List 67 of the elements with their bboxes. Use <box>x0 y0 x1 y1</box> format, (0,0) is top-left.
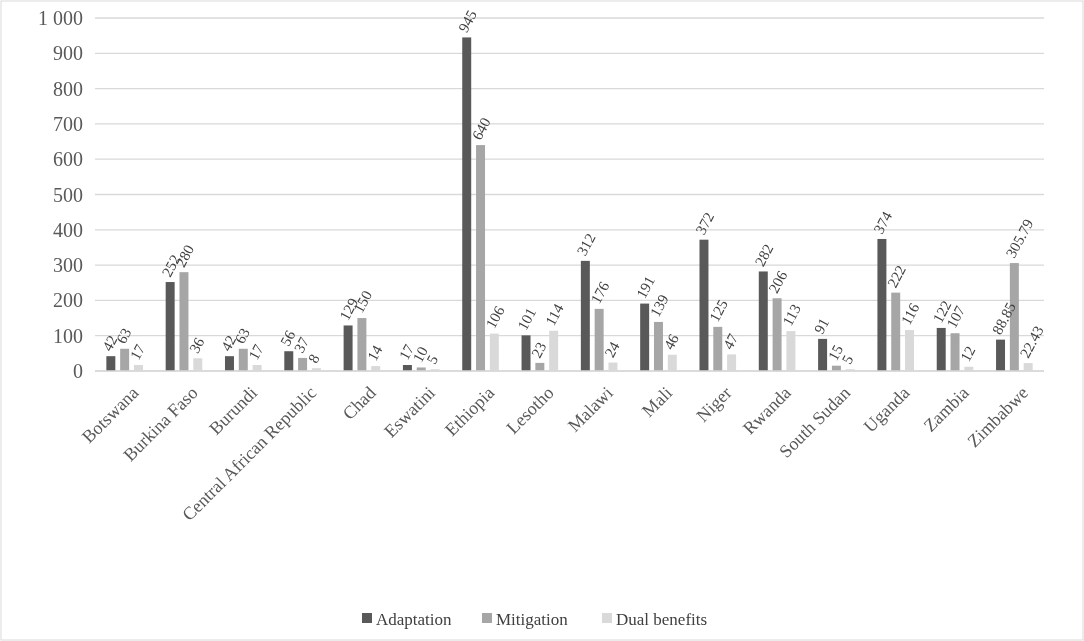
y-tick-label: 600 <box>53 148 83 171</box>
bar <box>284 351 294 371</box>
data-label: 17 <box>126 341 149 363</box>
bar <box>343 325 353 371</box>
bar <box>713 326 723 371</box>
y-tick-label: 700 <box>53 112 83 135</box>
bar <box>462 37 472 371</box>
bar <box>580 260 590 371</box>
legend-label: Adaptation <box>376 609 453 629</box>
data-label: 312 <box>573 230 599 259</box>
y-tick-label: 400 <box>53 218 83 241</box>
data-label: 372 <box>692 209 718 238</box>
y-tick-label: 0 <box>73 360 83 382</box>
data-label: 17 <box>245 341 268 363</box>
bar <box>758 271 768 371</box>
data-label: 374 <box>870 208 896 237</box>
data-label: 46 <box>660 330 683 353</box>
bar <box>238 348 248 371</box>
data-label: 206 <box>765 267 791 296</box>
bar <box>594 308 604 371</box>
bar <box>653 321 663 371</box>
data-label: 91 <box>811 315 833 337</box>
data-label: 945 <box>455 7 480 35</box>
y-tick-label: 300 <box>53 254 83 277</box>
data-label: 8 <box>304 351 323 366</box>
bar <box>950 333 960 371</box>
bar <box>165 282 175 371</box>
data-label: 101 <box>514 305 540 333</box>
data-label: 116 <box>898 300 923 328</box>
data-label: 222 <box>884 262 909 291</box>
bar <box>476 145 486 371</box>
data-label: 24 <box>601 338 623 360</box>
data-label: 106 <box>482 303 508 331</box>
bar <box>298 357 308 371</box>
bar <box>640 303 650 371</box>
bar <box>772 298 782 371</box>
bar <box>877 238 887 371</box>
bar <box>120 348 130 371</box>
bar <box>936 327 946 371</box>
y-tick-label: 500 <box>53 183 83 206</box>
data-label: 113 <box>779 301 804 329</box>
data-label: 176 <box>587 278 613 307</box>
bar <box>891 292 901 371</box>
y-tick-label: 800 <box>53 77 83 100</box>
legend-label: Mitigation <box>496 609 569 629</box>
data-label: 14 <box>364 342 386 364</box>
bar <box>818 338 828 371</box>
bar <box>106 356 116 371</box>
bar <box>179 272 189 371</box>
data-label: 125 <box>706 296 731 325</box>
bar <box>224 356 234 371</box>
bar <box>996 339 1006 371</box>
bar <box>357 318 367 371</box>
bar <box>699 239 709 371</box>
y-tick-label: 1 000 <box>38 7 83 29</box>
bar <box>521 335 531 371</box>
data-label: 640 <box>469 115 494 143</box>
data-label: 12 <box>957 343 979 365</box>
y-tick-label: 100 <box>53 324 83 347</box>
data-label: 36 <box>186 334 208 356</box>
data-label: 114 <box>542 300 567 329</box>
y-tick-label: 900 <box>53 42 83 65</box>
data-label: 23 <box>528 339 550 361</box>
data-label: 47 <box>720 330 742 352</box>
legend-label: Dual benefits <box>616 609 708 629</box>
data-label: 282 <box>751 241 777 269</box>
y-tick-label: 200 <box>53 289 83 312</box>
